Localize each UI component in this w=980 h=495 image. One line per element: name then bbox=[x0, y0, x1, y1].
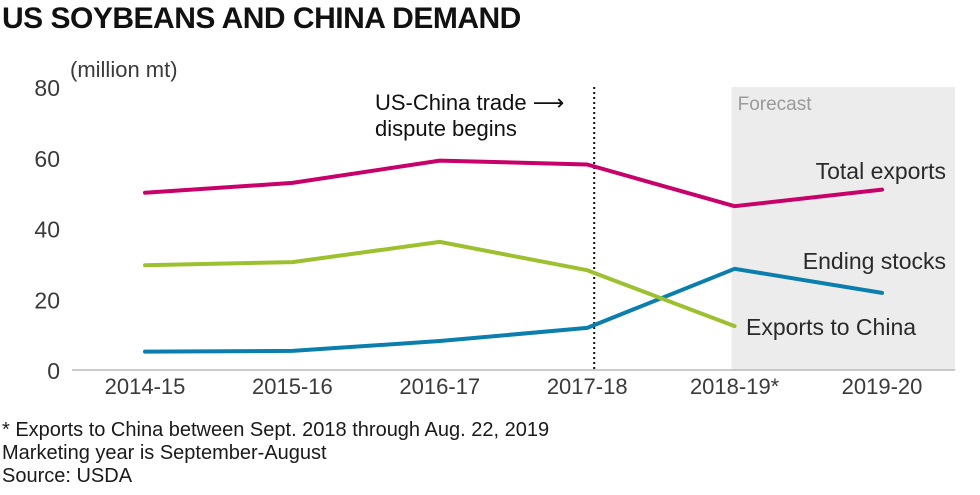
y-axis-label: (million mt) bbox=[70, 57, 178, 82]
x-tick-label: 2018-19* bbox=[690, 374, 780, 399]
chart-title: US SOYBEANS AND CHINA DEMAND bbox=[2, 2, 521, 35]
footnote: * Exports to China between Sept. 2018 th… bbox=[2, 419, 550, 441]
x-tick-label: 2014-15 bbox=[105, 374, 186, 399]
series-line-total-exports bbox=[143, 158, 884, 209]
y-tick-label: 60 bbox=[34, 146, 60, 172]
series-label-exports-to-china: Exports to China bbox=[746, 314, 916, 340]
y-tick-label: 80 bbox=[34, 75, 60, 101]
trade-dispute-annotation: US-China trade ⟶ bbox=[375, 90, 564, 115]
source-note: Source: USDA bbox=[2, 465, 133, 487]
x-tick-label: 2015-16 bbox=[252, 374, 333, 399]
y-tick-label: 0 bbox=[47, 358, 60, 384]
series-line-exports-to-china bbox=[143, 239, 737, 329]
series-label-total-exports: Total exports bbox=[816, 158, 946, 184]
x-tick-label: 2017-18 bbox=[547, 374, 628, 399]
x-tick-label: 2016-17 bbox=[399, 374, 480, 399]
series-line-ending-stocks bbox=[143, 266, 884, 354]
chart-notes: * Exports to China between Sept. 2018 th… bbox=[2, 419, 549, 488]
marketing-year-note: Marketing year is September-August bbox=[2, 442, 327, 464]
series-label-ending-stocks: Ending stocks bbox=[803, 248, 946, 274]
forecast-label: Forecast bbox=[738, 94, 813, 115]
trade-dispute-annotation: dispute begins bbox=[375, 116, 517, 141]
y-tick-label: 20 bbox=[34, 287, 60, 313]
x-tick-label: 2019-20 bbox=[842, 374, 923, 399]
forecast-region bbox=[731, 87, 955, 370]
y-tick-label: 40 bbox=[34, 217, 60, 243]
